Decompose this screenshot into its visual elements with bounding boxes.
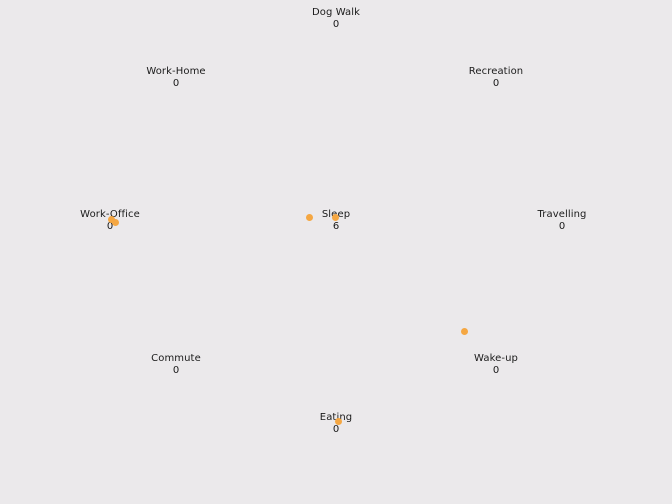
activity-node-recreation[interactable]: Recreation 0 [436,66,556,90]
activity-node-travelling[interactable]: Travelling 0 [502,209,622,233]
data-point[interactable] [111,218,119,226]
data-point[interactable] [460,327,468,335]
activity-label: Work-Office [80,209,140,220]
data-point[interactable] [305,213,313,221]
activity-label: Recreation [468,66,524,77]
activity-label: Wake-up [474,353,518,364]
activity-node-work-office[interactable]: Work-Office 0 [50,209,170,233]
activity-count: 0 [172,365,180,376]
data-point[interactable] [334,417,342,425]
activity-node-work-home[interactable]: Work-Home 0 [116,66,236,90]
data-point[interactable] [107,215,115,223]
activity-node-sleep[interactable]: Sleep 6 [276,209,396,233]
activity-count: 0 [492,78,500,89]
activity-label: Travelling [537,209,587,220]
activity-count: 0 [332,19,340,30]
data-point[interactable] [331,213,339,221]
activity-label: Dog Walk [311,7,361,18]
activity-label: Commute [151,353,201,364]
activity-count: 0 [492,365,500,376]
activity-count: 0 [172,78,180,89]
activity-node-dog-walk[interactable]: Dog Walk 0 [276,7,396,31]
activity-count: 0 [558,221,566,232]
activity-node-commute[interactable]: Commute 0 [116,353,236,377]
activity-node-wake-up[interactable]: Wake-up 0 [436,353,556,377]
activity-label: Work-Home [146,66,206,77]
activity-count: 0 [332,424,340,435]
activity-count: 0 [106,221,114,232]
activity-count: 6 [332,221,340,232]
